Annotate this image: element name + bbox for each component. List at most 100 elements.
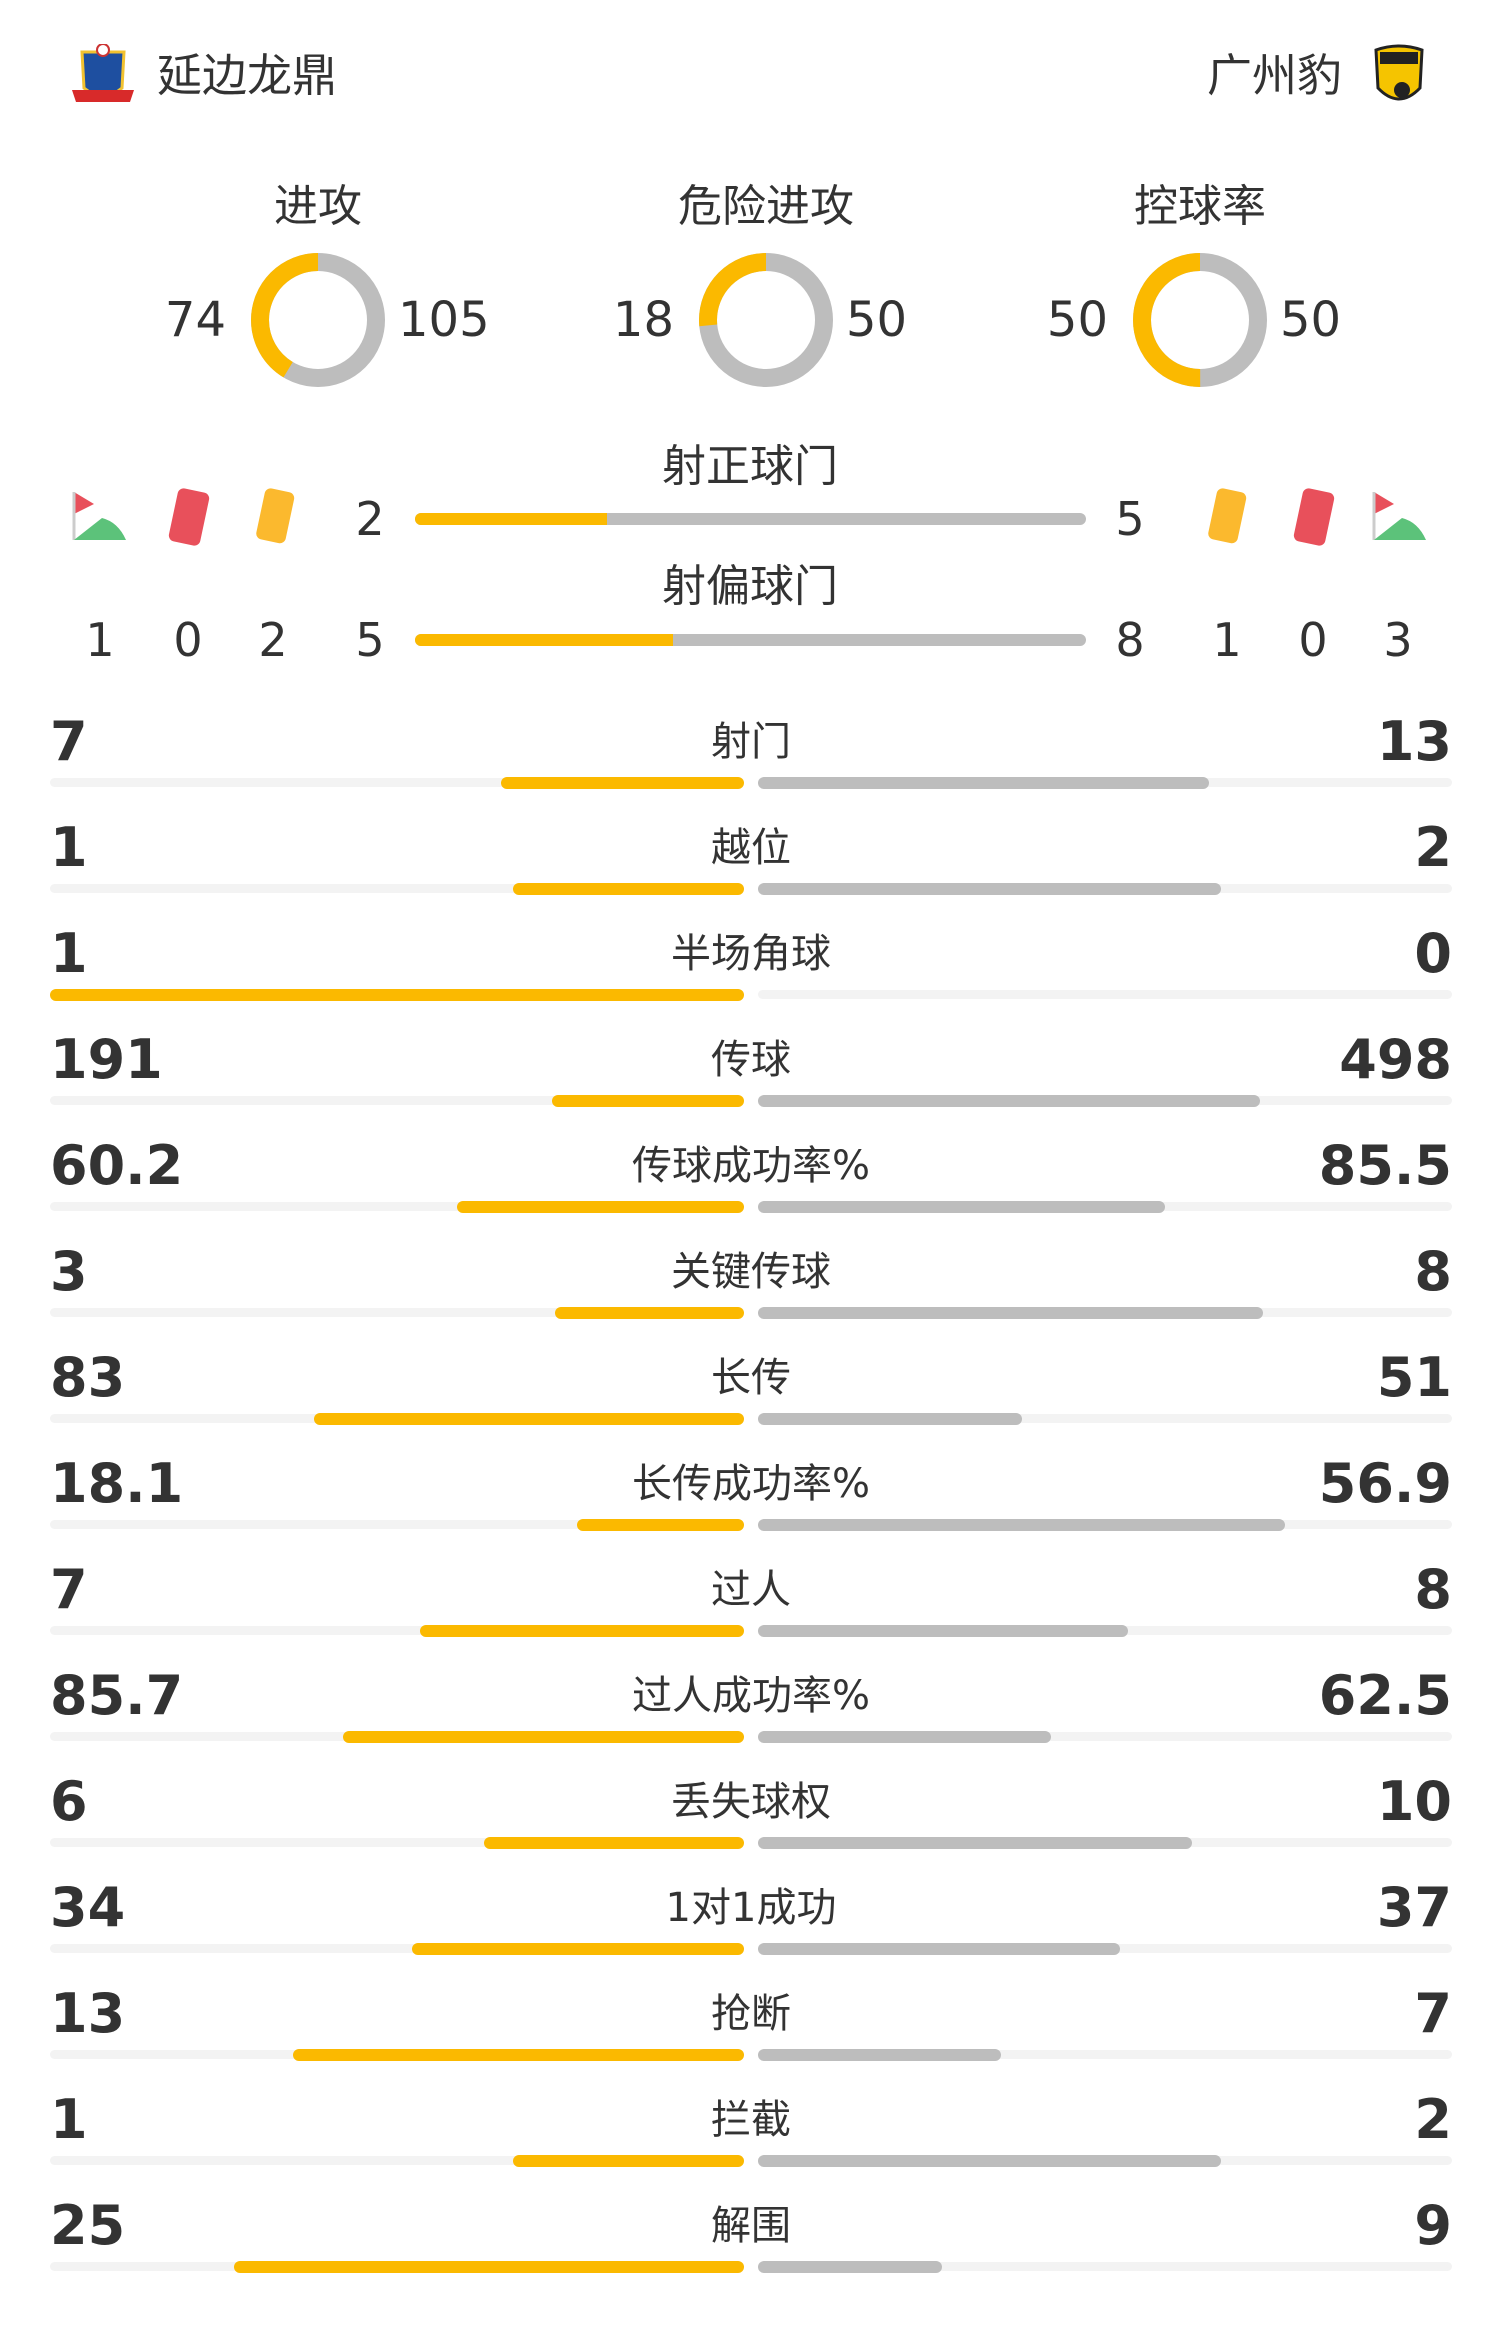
shots-off-target-label: 射偏球门 — [662, 561, 838, 612]
stat-label: 传球成功率% — [631, 1143, 870, 1189]
stat-home-value: 85.7 — [50, 1664, 184, 1727]
stat-away-value: 8 — [1414, 1240, 1452, 1303]
stat-home-fill — [483, 1837, 744, 1849]
stat-label: 半场角球 — [671, 931, 831, 977]
stat-label: 过人成功率% — [631, 1673, 870, 1719]
stat-away-value: 13 — [1376, 710, 1452, 773]
donut-title: 控球率 — [1134, 181, 1266, 232]
stat-label: 长传 — [711, 1355, 791, 1401]
stat-away-track — [758, 1201, 1452, 1213]
stat-home-fill — [233, 2261, 744, 2273]
stat-home-fill — [314, 1413, 744, 1425]
donut-home-value: 18 — [612, 292, 674, 348]
stat-label: 丢失球权 — [671, 1779, 831, 1825]
stat-home-value: 191 — [50, 1028, 163, 1091]
stat-away-fill — [758, 777, 1210, 789]
stat-away-value: 8 — [1414, 1558, 1452, 1621]
stat-away-value: 10 — [1376, 1770, 1452, 1833]
donut-chart — [699, 253, 833, 387]
stat-row: 60.2 传球成功率% 85.5 — [50, 1133, 1452, 1239]
home-corners: 1 — [85, 613, 115, 667]
stat-away-fill — [758, 1095, 1260, 1107]
stat-label: 射门 — [711, 719, 791, 765]
stat-away-value: 62.5 — [1318, 1664, 1452, 1727]
stat-home-fill — [411, 1943, 744, 1955]
stat-away-track — [758, 883, 1452, 895]
stat-home-value: 3 — [50, 1240, 88, 1303]
stat-away-track — [758, 1943, 1452, 1955]
stat-row: 7 过人 8 — [50, 1557, 1452, 1663]
stat-home-track — [50, 1095, 744, 1107]
stat-home-track — [50, 1943, 744, 1955]
stat-away-value: 0 — [1414, 922, 1452, 985]
away-team-name: 广州豹 — [1206, 49, 1342, 102]
stat-away-fill — [758, 2155, 1221, 2167]
shots-on-away: 5 — [1115, 492, 1145, 546]
stat-away-fill — [758, 1837, 1192, 1849]
stat-home-track — [50, 989, 744, 1001]
stat-label: 拦截 — [711, 2097, 791, 2143]
stat-home-value: 6 — [50, 1770, 88, 1833]
stat-home-value: 83 — [50, 1346, 126, 1409]
stat-label: 解围 — [711, 2203, 791, 2249]
stat-away-track — [758, 2155, 1452, 2167]
stat-row: 85.7 过人成功率% 62.5 — [50, 1663, 1452, 1769]
stat-home-value: 60.2 — [50, 1134, 184, 1197]
home-red-cards: 0 — [173, 613, 203, 667]
stat-home-value: 1 — [50, 2088, 88, 2151]
stat-label: 1对1成功 — [665, 1885, 837, 1931]
stat-home-track — [50, 1307, 744, 1319]
stat-home-fill — [342, 1731, 744, 1743]
donut-away-value: 105 — [398, 292, 490, 348]
stat-row: 18.1 长传成功率% 56.9 — [50, 1451, 1452, 1557]
stat-row: 1 半场角球 0 — [50, 921, 1452, 1027]
stat-home-value: 7 — [50, 710, 88, 773]
stat-row: 6 丢失球权 10 — [50, 1769, 1452, 1875]
yellow-card-icon — [1204, 486, 1254, 554]
stat-home-track — [50, 777, 744, 789]
stat-away-track — [758, 1519, 1452, 1531]
stat-home-value: 25 — [50, 2194, 126, 2257]
stat-home-fill — [576, 1519, 744, 1531]
stat-home-value: 1 — [50, 922, 88, 985]
stat-row: 191 传球 498 — [50, 1027, 1452, 1133]
stat-away-track — [758, 1837, 1452, 1849]
stat-home-fill — [420, 1625, 744, 1637]
shots-off-home: 5 — [355, 613, 385, 667]
home-team-logo — [72, 43, 134, 108]
stat-home-track — [50, 1731, 744, 1743]
stat-away-track — [758, 2049, 1452, 2061]
donut-title: 进攻 — [274, 181, 362, 232]
stat-away-value: 51 — [1376, 1346, 1452, 1409]
stat-home-fill — [292, 2049, 744, 2061]
shots-on-home-fill — [415, 513, 607, 525]
stat-row: 13 抢断 7 — [50, 1981, 1452, 2087]
donut-away-value: 50 — [846, 292, 908, 348]
stat-home-fill — [551, 1095, 744, 1107]
stat-label: 抢断 — [711, 1991, 791, 2037]
stat-home-value: 1 — [50, 816, 88, 879]
stat-away-fill — [758, 1307, 1263, 1319]
donut-home-value: 74 — [164, 292, 226, 348]
stat-home-value: 18.1 — [50, 1452, 184, 1515]
stat-label: 过人 — [711, 1567, 791, 1613]
shots-off-away: 8 — [1115, 613, 1145, 667]
stat-home-fill — [501, 777, 744, 789]
stat-row: 34 1对1成功 37 — [50, 1875, 1452, 1981]
stat-label: 越位 — [711, 825, 791, 871]
stat-row: 1 拦截 2 — [50, 2087, 1452, 2193]
stat-home-track — [50, 1837, 744, 1849]
red-card-icon — [1290, 486, 1340, 554]
stat-away-track — [758, 1307, 1452, 1319]
stat-away-fill — [758, 1201, 1166, 1213]
stat-home-track — [50, 1413, 744, 1425]
stat-away-track — [758, 777, 1452, 789]
away-yellow-cards: 1 — [1212, 613, 1242, 667]
stat-away-value: 7 — [1414, 1982, 1452, 2045]
home-team-name: 延边龙鼎 — [157, 49, 338, 102]
donut-home-arc — [699, 253, 833, 387]
stat-away-fill — [758, 1731, 1051, 1743]
stat-row: 1 越位 2 — [50, 815, 1452, 921]
stat-away-fill — [758, 1519, 1285, 1531]
stat-home-value: 34 — [50, 1876, 126, 1939]
